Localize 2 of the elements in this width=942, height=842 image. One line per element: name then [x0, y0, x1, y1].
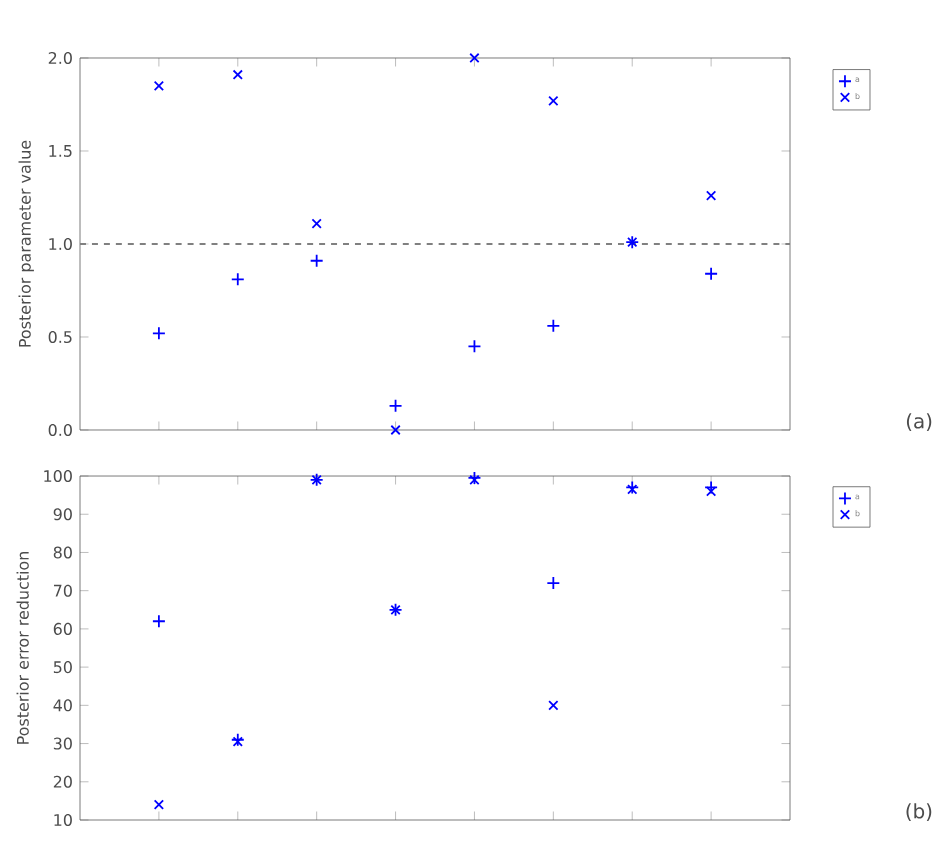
text: (a) [906, 413, 932, 431]
text: (b) [906, 803, 932, 821]
